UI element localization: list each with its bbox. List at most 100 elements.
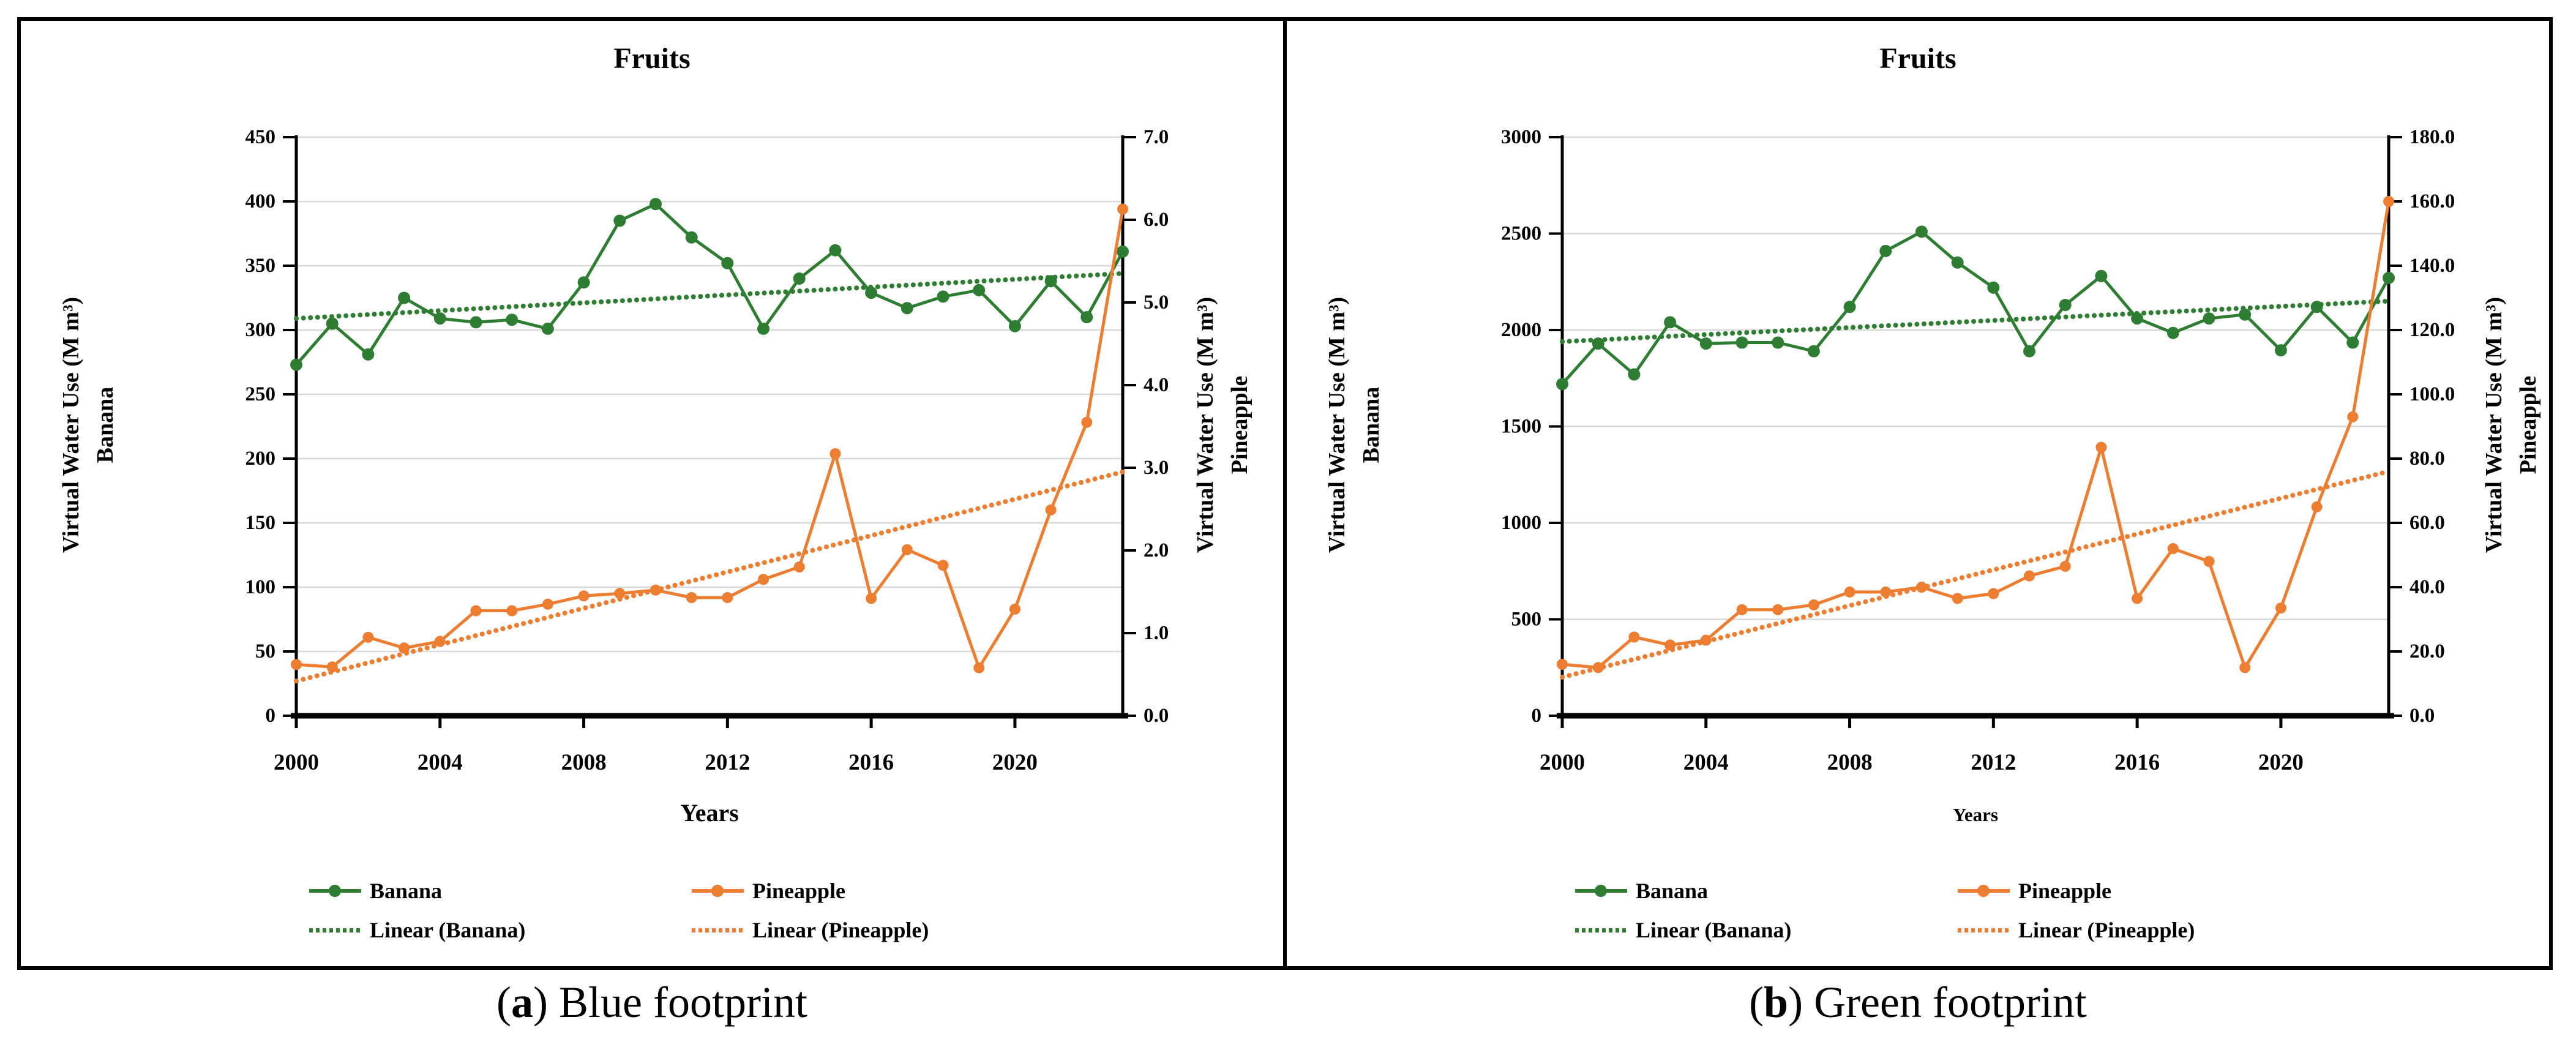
x-axis-label: Years — [1953, 804, 1998, 825]
left-axis-tick-label: 150 — [245, 512, 276, 534]
right-axis-tick-label: 6.0 — [1144, 209, 1169, 231]
pineapple-marker — [2132, 593, 2143, 604]
right-axis-tick-label: 40.0 — [2409, 576, 2445, 598]
left-axis-tick-label: 0 — [1532, 705, 1542, 727]
left-axis-tick-label: 250 — [245, 383, 276, 405]
left-axis-tick-label: 0 — [266, 705, 276, 727]
left-axis-tick-label: 100 — [245, 576, 276, 598]
pineapple-marker — [2203, 556, 2215, 567]
pineapple-marker — [1844, 586, 1855, 598]
dotted-line-swatch-icon — [1575, 923, 1627, 937]
pineapple-line — [296, 209, 1125, 670]
banana-marker — [937, 290, 949, 303]
chart-b: 3000 2500 2000 1500 1000 500 0 180.0 160.0 140.0 1… — [1501, 126, 2455, 825]
banana-marker — [1772, 336, 1784, 349]
right-axis-tick-label: 4.0 — [1144, 374, 1169, 396]
banana-marker — [1628, 368, 1641, 381]
right-axis-title-a: Virtual Water Use (M m³) Pineapple — [1188, 119, 1257, 731]
right-axis-tick-label: 7.0 — [1144, 126, 1169, 148]
banana-marker — [577, 276, 590, 289]
pineapple-line — [1562, 201, 2391, 669]
x-axis-tick-label: 2000 — [274, 750, 319, 775]
pineapple-marker — [1664, 639, 1676, 651]
right-axis-tick-label: 0.0 — [1144, 705, 1169, 727]
pineapple-marker — [1880, 586, 1892, 598]
legend-item-linear-banana: Linear (Banana) — [309, 917, 692, 943]
pineapple-marker — [937, 560, 949, 571]
right-axis-tick-label: 20.0 — [2409, 640, 2445, 662]
pineapple-marker — [506, 605, 518, 617]
legend-label: Linear (Banana) — [1636, 918, 1792, 942]
caption-label: Green footprint — [1814, 978, 2087, 1027]
pineapple-marker — [2383, 196, 2394, 207]
chart-title-a: Fruits — [613, 42, 691, 75]
pineapple-marker — [1557, 659, 1568, 670]
right-axis-tick-label: 60.0 — [2409, 512, 2445, 534]
dotted-line-swatch-icon — [1958, 923, 2010, 937]
legend-label: Pineapple — [2018, 879, 2112, 903]
dotted-line-swatch-icon — [309, 923, 361, 937]
left-axis-tick-label: 300 — [245, 319, 276, 341]
line-marker-swatch-icon — [692, 884, 744, 898]
x-axis-tick-label: 2004 — [1683, 750, 1729, 775]
left-axis-series-label: Banana — [92, 386, 118, 463]
banana-marker — [613, 214, 626, 227]
legend-row: Banana Pineapple — [1575, 878, 2340, 904]
left-axis-tick-label: 400 — [245, 190, 276, 212]
pineapple-marker — [1772, 604, 1784, 615]
legend-label: Pineapple — [752, 879, 846, 903]
x-axis-tick-label: 2016 — [848, 750, 894, 775]
legend-label: Linear (Pineapple) — [752, 918, 929, 942]
legend-item-pineapple: Pineapple — [692, 878, 1074, 904]
pineapple-marker — [2024, 570, 2035, 582]
left-axis-tick-label: 500 — [1511, 609, 1542, 631]
x-axis-tick-label: 2000 — [1540, 750, 1585, 775]
x-axis-tick-label: 2012 — [1971, 750, 2016, 775]
pineapple-marker — [1736, 604, 1748, 615]
pineapple-marker — [362, 631, 374, 643]
left-axis-series-label: Banana — [1358, 386, 1384, 463]
legend-item-linear-banana: Linear (Banana) — [1575, 917, 1958, 943]
banana-marker — [1117, 245, 1129, 258]
banana-marker — [829, 244, 842, 257]
pineapple-marker — [2239, 662, 2251, 674]
pineapple-marker — [434, 636, 446, 647]
banana-line — [1561, 230, 2391, 385]
legend-label: Linear (Banana) — [370, 918, 526, 942]
legend-row: Banana Pineapple — [309, 878, 1074, 904]
legend-label: Linear (Pineapple) — [2018, 918, 2195, 942]
banana-marker — [326, 317, 339, 330]
banana-marker — [1735, 336, 1748, 349]
banana-marker — [1699, 337, 1712, 350]
series-pineapple — [291, 203, 1128, 674]
pineapple-marker — [973, 662, 985, 674]
pineapple-marker — [2167, 543, 2179, 554]
caption-close-paren: ) — [1788, 978, 1803, 1027]
pineapple-marker — [1592, 662, 1604, 674]
pineapple-marker — [829, 448, 841, 459]
line-marker-swatch-icon — [309, 884, 361, 898]
banana-marker — [973, 283, 986, 296]
legend-row: Linear (Banana) Linear (Pineapple) — [1575, 917, 2340, 943]
trendline-banana — [294, 271, 1125, 321]
legend-item-banana: Banana — [309, 878, 692, 904]
legend-b: Banana Pineapple Linear (Banana) Linear (Pi… — [1287, 878, 2549, 943]
right-axis-series-label: Pineapple — [1227, 375, 1252, 475]
pineapple-marker — [542, 598, 553, 610]
x-axis-tick-label: 2012 — [705, 750, 750, 775]
banana-marker — [757, 322, 769, 335]
banana-marker — [1592, 337, 1604, 350]
legend-item-pineapple: Pineapple — [1958, 878, 2340, 904]
pineapple-marker — [2095, 441, 2107, 453]
banana-marker — [433, 312, 446, 325]
pineapple-marker — [1700, 634, 1712, 646]
pineapple-marker — [650, 584, 661, 596]
right-axis-title-b: Virtual Water Use (M m³) Pineapple — [2477, 119, 2545, 731]
right-axis-tick-label: 3.0 — [1144, 457, 1169, 479]
banana-marker — [1044, 275, 1057, 288]
right-axis-tick-label: 1.0 — [1144, 622, 1169, 644]
pineapple-marker — [2311, 501, 2323, 512]
banana-marker — [1664, 316, 1677, 329]
legend-label: Banana — [1636, 879, 1709, 903]
pineapple-marker — [578, 590, 590, 602]
